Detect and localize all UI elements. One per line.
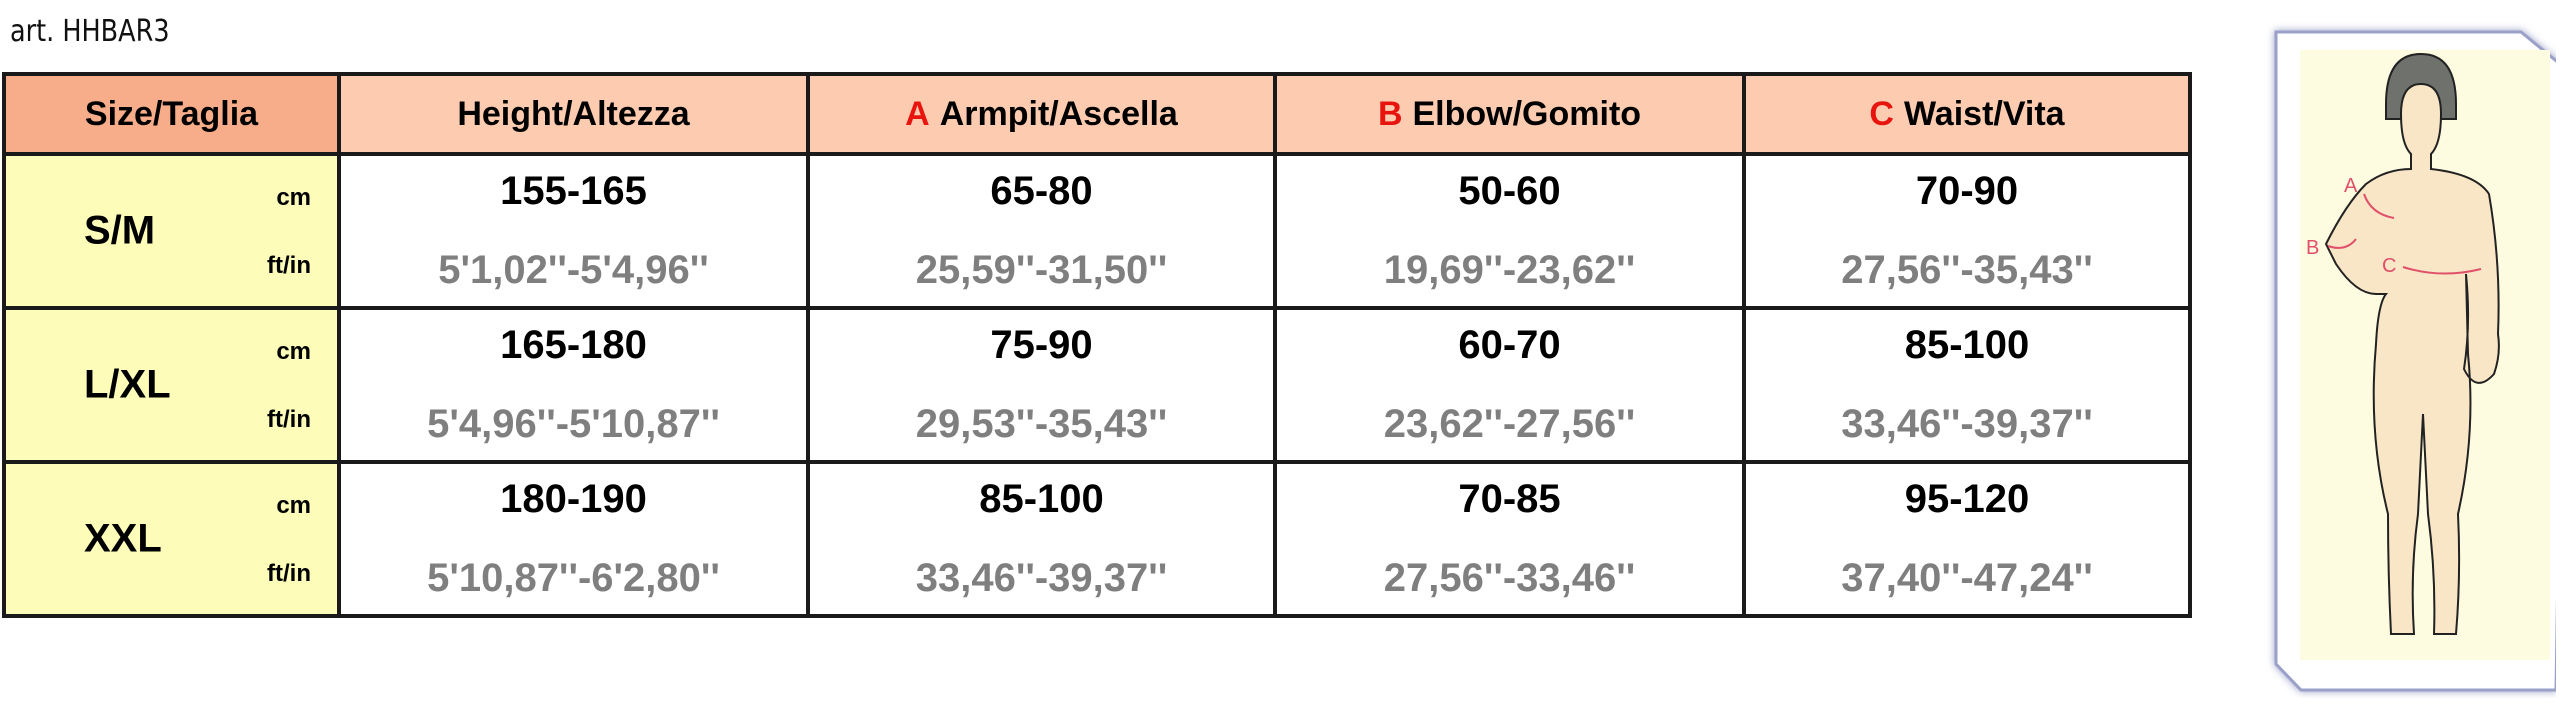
value-ftin: 27,56''-35,43'' (1841, 248, 2093, 292)
measurement-cell: 60-70 23,62''-27,56'' (1273, 306, 1746, 464)
unit-ftin: ft/in (267, 406, 311, 433)
value-cm: 50-60 (1458, 169, 1561, 213)
header-size: Size/Taglia (2, 72, 341, 156)
header-label: Waist/Vita (1903, 94, 2065, 133)
value-ftin: 5'10,87''-6'2,80'' (427, 556, 720, 600)
header-waist: C Waist/Vita (1742, 72, 2192, 156)
value-ftin: 5'1,02''-5'4,96'' (438, 248, 709, 292)
value-ftin: 27,56''-33,46'' (1383, 556, 1636, 600)
measurement-cell: 180-190 5'10,87''-6'2,80'' (337, 460, 810, 618)
label-a: A (2344, 175, 2358, 197)
value-cm: 180-190 (500, 477, 647, 521)
header-letter: C (1869, 94, 1894, 133)
label-b: B (2306, 237, 2319, 259)
header-row: Size/Taglia Height/Altezza A Armpit/Ascel… (2, 72, 2192, 156)
header-label: Height/Altezza (457, 94, 690, 133)
size-cell: XXL cm ft/in (2, 460, 341, 618)
header-label: Armpit/Ascella (939, 94, 1178, 133)
value-cm: 165-180 (500, 323, 647, 367)
unit-cm: cm (276, 492, 311, 519)
unit-cm: cm (276, 184, 311, 211)
armpit-measure-line (2363, 193, 2395, 219)
measurement-cell: 155-165 5'1,02''-5'4,96'' (337, 152, 810, 310)
value-ftin: 19,69''-23,62'' (1383, 248, 1636, 292)
value-cm: 85-100 (979, 477, 1104, 521)
value-ftin: 23,62''-27,56'' (1383, 402, 1636, 446)
unit-ftin: ft/in (267, 252, 311, 279)
unit-ftin: ft/in (267, 560, 311, 587)
value-cm: 70-90 (1915, 169, 2019, 213)
measurement-cell: 65-80 25,59''-31,50'' (806, 152, 1277, 310)
elbow-measure-line (2327, 238, 2357, 249)
header-letter: A (905, 94, 930, 133)
value-cm: 65-80 (990, 169, 1093, 213)
value-ftin: 37,40''-47,24'' (1841, 556, 2093, 600)
header-elbow: B Elbow/Gomito (1273, 72, 1746, 156)
size-name: L/XL (84, 362, 171, 407)
header-letter: B (1377, 94, 1403, 133)
table-row: XXL cm ft/in 180-190 5'10,87''-6'2,80'' … (2, 460, 2192, 618)
value-cm: 60-70 (1458, 323, 1561, 367)
waist-measure-line (2402, 266, 2482, 275)
measurement-cell: 50-60 19,69''-23,62'' (1273, 152, 1746, 310)
value-ftin: 29,53''-35,43'' (915, 402, 1168, 446)
value-ftin: 25,59''-31,50'' (915, 248, 1168, 292)
measurement-cell: 75-90 29,53''-35,43'' (806, 306, 1277, 464)
size-cell: S/M cm ft/in (2, 152, 341, 310)
header-height: Height/Altezza (337, 72, 810, 156)
size-cell: L/XL cm ft/in (2, 306, 341, 464)
size-name: XXL (84, 516, 162, 561)
value-cm: 70-85 (1458, 477, 1561, 521)
measurement-cell: 70-85 27,56''-33,46'' (1273, 460, 1746, 618)
measurement-cell: 70-90 27,56''-35,43'' (1742, 152, 2192, 310)
value-cm: 155-165 (500, 169, 647, 213)
article-code: art. HHBAR3 (10, 14, 170, 49)
measurement-cell: 95-120 37,40''-47,24'' (1742, 460, 2192, 618)
size-name: S/M (84, 208, 156, 253)
measurement-cell: 85-100 33,46''-39,37'' (1742, 306, 2192, 464)
value-ftin: 33,46''-39,37'' (915, 556, 1168, 600)
body-measurement-figure: A B C (2274, 30, 2556, 692)
value-ftin: 5'4,96''-5'10,87'' (427, 402, 720, 446)
label-c: C (2382, 255, 2396, 277)
value-ftin: 33,46''-39,37'' (1841, 402, 2093, 446)
unit-cm: cm (276, 338, 311, 365)
body-outline-icon (2324, 82, 2500, 635)
header-label: Elbow/Gomito (1412, 94, 1642, 133)
header-label: Size/Taglia (84, 94, 259, 133)
value-cm: 95-120 (1904, 477, 2030, 521)
header-armpit: A Armpit/Ascella (806, 72, 1277, 156)
measurement-cell: 85-100 33,46''-39,37'' (806, 460, 1277, 618)
size-chart-table: Size/Taglia Height/Altezza A Armpit/Ascel… (2, 72, 2192, 618)
value-cm: 75-90 (990, 323, 1093, 367)
value-cm: 85-100 (1904, 323, 2030, 367)
table-row: S/M cm ft/in 155-165 5'1,02''-5'4,96'' 6… (2, 152, 2192, 310)
measurement-cell: 165-180 5'4,96''-5'10,87'' (337, 306, 810, 464)
table-row: L/XL cm ft/in 165-180 5'4,96''-5'10,87''… (2, 306, 2192, 464)
